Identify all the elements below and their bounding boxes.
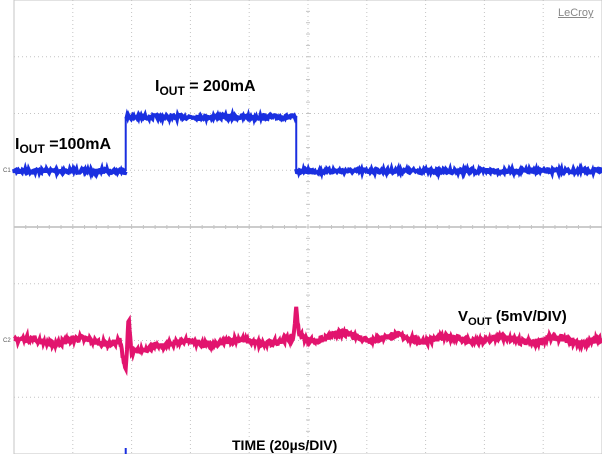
- iout-segment: [12, 161, 128, 181]
- vout-subscript: OUT: [468, 315, 492, 328]
- iout-200ma-value: = 200mA: [184, 78, 256, 95]
- vout-symbol: V: [458, 308, 469, 325]
- vout-label: VOUT (5mV/DIV): [458, 308, 567, 328]
- iout-200ma-symbol: I: [155, 78, 160, 95]
- iout-200ma-label: IOUT = 200mA: [155, 78, 256, 99]
- vout-trace: [13, 306, 602, 377]
- iout-segment: [124, 107, 298, 127]
- iout-200ma-subscript: OUT: [159, 84, 185, 99]
- iout-100ma-subscript: OUT: [19, 142, 45, 157]
- grid: [13, 0, 602, 454]
- traces: [12, 107, 602, 454]
- iout-100ma-value: =100mA: [44, 136, 112, 153]
- vout-scale: (5mV/DIV): [491, 308, 567, 325]
- iout-segment: [294, 161, 602, 181]
- iout-100ma-symbol: I: [15, 136, 20, 153]
- iout-100ma-label: IOUT =100mA: [15, 136, 112, 157]
- time-axis-label: TIME (20µs/DIV): [232, 437, 338, 453]
- channel-1-marker: C1: [3, 168, 11, 174]
- brand-logo: LeCroy: [558, 7, 594, 19]
- channel-2-marker: C2: [3, 338, 11, 344]
